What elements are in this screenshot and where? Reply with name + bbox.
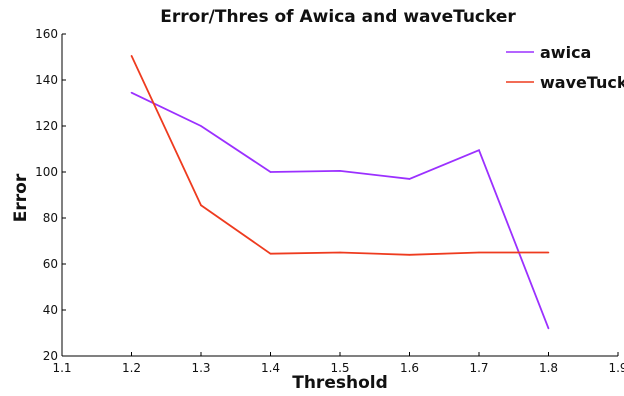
legend-label-awica: awica (540, 43, 591, 62)
series-lines (130, 55, 550, 330)
data-point-awica (269, 171, 272, 173)
ticks: 1.1 1.2 1.3 1.4 1.5 1.6 1.7 1.8 1.9 20 40 60 80 100 12… (35, 27, 624, 375)
x-tick-label: 1.9 (608, 361, 624, 375)
x-tick-label: 1.2 (122, 361, 141, 375)
data-point-wavetucker (339, 251, 341, 254)
data-point-wavetucker (130, 55, 133, 57)
x-tick-label: 1.1 (52, 361, 71, 375)
y-tick-label: 40 (43, 303, 58, 317)
legend-label-wavetucker: waveTucker (540, 73, 624, 92)
y-tick-label: 60 (43, 257, 58, 271)
data-point-wavetucker (478, 251, 480, 254)
series-line-awica (131, 91, 550, 329)
x-tick-label: 1.7 (469, 361, 488, 375)
data-point-awica (339, 170, 341, 172)
x-tick-label: 1.4 (261, 361, 280, 375)
data-point-awica (200, 125, 202, 127)
legend-box (500, 38, 622, 96)
data-point-wavetucker (269, 252, 272, 255)
data-point-awica (130, 91, 133, 94)
data-point-awica (547, 327, 550, 330)
y-tick-label: 120 (35, 119, 58, 133)
y-tick-label: 20 (43, 349, 58, 363)
y-tick-label: 160 (35, 27, 58, 41)
x-tick-label: 1.5 (330, 361, 349, 375)
y-tick-label: 80 (43, 211, 58, 225)
x-tick-label: 1.8 (539, 361, 558, 375)
chart-title: Error/Thres of Awica and waveTucker (160, 7, 516, 27)
series-line-wavetucker (130, 55, 549, 256)
x-tick-label: 1.3 (191, 361, 210, 375)
y-tick-label: 100 (35, 165, 58, 179)
x-tick-label: 1.6 (400, 361, 419, 375)
x-axis-label: Threshold (292, 373, 388, 393)
data-point-awica (478, 149, 480, 151)
y-axis-label: Error (11, 173, 31, 222)
data-point-awica (408, 178, 411, 180)
legend: awica waveTucker (500, 38, 624, 96)
data-point-wavetucker (200, 204, 202, 207)
data-point-wavetucker (408, 254, 411, 256)
data-point-wavetucker (547, 251, 550, 254)
y-tick-label: 140 (35, 73, 58, 87)
